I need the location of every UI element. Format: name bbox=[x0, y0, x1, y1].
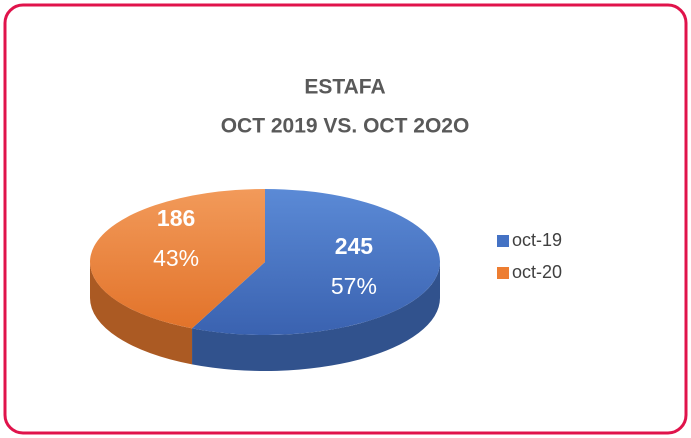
legend-label: oct-19 bbox=[512, 230, 562, 250]
legend-label: oct-20 bbox=[512, 262, 562, 282]
chart-title: ESTAFA bbox=[304, 76, 385, 99]
legend-swatch bbox=[497, 235, 509, 247]
chart-subtitle: OCT 2019 VS. OCT 2O2O bbox=[221, 115, 470, 138]
share-label: 57% bbox=[331, 273, 377, 299]
pie-slice bbox=[89, 189, 265, 329]
value-label: 245 bbox=[335, 233, 374, 259]
share-label: 43% bbox=[153, 245, 199, 271]
legend-swatch bbox=[497, 267, 509, 279]
value-label: 186 bbox=[157, 205, 195, 231]
pie-side bbox=[89, 262, 193, 365]
pie-slice bbox=[192, 189, 440, 335]
pie-side bbox=[192, 262, 440, 371]
